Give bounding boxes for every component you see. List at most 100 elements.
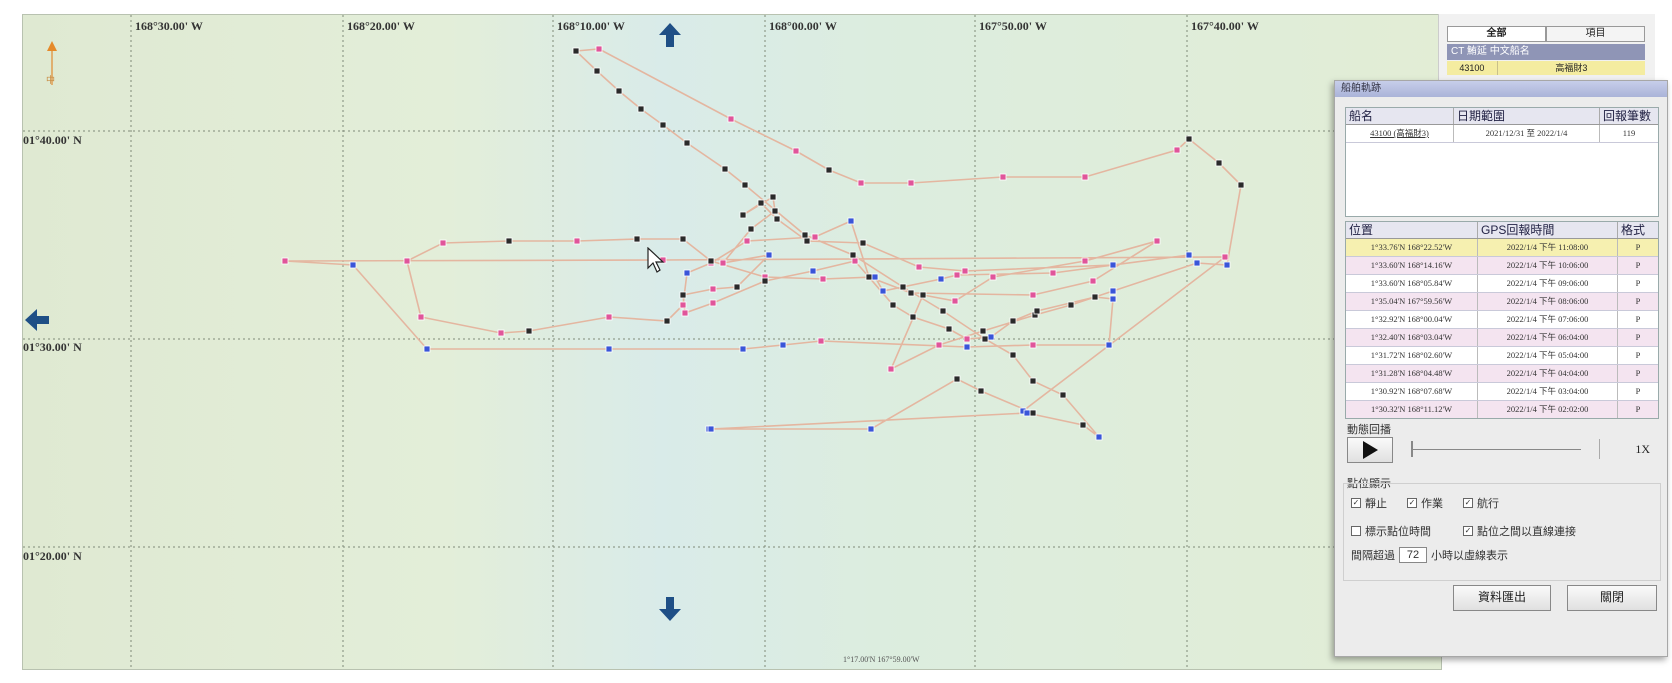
stop-point[interactable]: [679, 235, 687, 243]
work-point[interactable]: [1153, 237, 1161, 245]
work-point[interactable]: [963, 335, 971, 343]
sail-point[interactable]: [423, 345, 431, 353]
col-report-count[interactable]: 回報筆數: [1603, 109, 1652, 123]
sail-point[interactable]: [779, 341, 787, 349]
stop-point[interactable]: [637, 105, 645, 113]
sail-point[interactable]: [1193, 259, 1201, 267]
sail-point[interactable]: [765, 251, 773, 259]
stop-point[interactable]: [979, 327, 987, 335]
sail-point[interactable]: [1109, 287, 1117, 295]
stop-checkbox[interactable]: ✓ 靜止: [1351, 495, 1387, 511]
pan-left-arrow-icon[interactable]: [25, 309, 49, 331]
sail-point[interactable]: [707, 425, 715, 433]
stop-point[interactable]: [707, 257, 715, 265]
table-row[interactable]: 1°31.72'N 168°02.60'W 2022/1/4 下午 05:04:0…: [1346, 347, 1658, 365]
stop-point[interactable]: [721, 165, 729, 173]
work-point[interactable]: [817, 337, 825, 345]
work-point[interactable]: [1089, 277, 1097, 285]
work-point[interactable]: [679, 301, 687, 309]
stop-point[interactable]: [733, 283, 741, 291]
table-row[interactable]: 1°35.04'N 167°59.56'W 2022/1/4 下午 08:06:0…: [1346, 293, 1658, 311]
sail-point[interactable]: [847, 217, 855, 225]
sail-point[interactable]: [1185, 251, 1193, 259]
pan-down-arrow-icon[interactable]: [659, 597, 681, 621]
sail-point[interactable]: [1109, 295, 1117, 303]
table-row[interactable]: 1°30.92'N 168°07.68'W 2022/1/4 下午 03:04:0…: [1346, 383, 1658, 401]
stop-point[interactable]: [1215, 159, 1223, 167]
close-button[interactable]: 關閉: [1567, 585, 1657, 611]
work-point[interactable]: [681, 309, 689, 317]
stop-point[interactable]: [907, 289, 915, 297]
sail-point[interactable]: [879, 287, 887, 295]
tab-items[interactable]: 項目: [1546, 26, 1645, 42]
stop-point[interactable]: [939, 307, 947, 315]
stop-point[interactable]: [525, 327, 533, 335]
stop-point[interactable]: [889, 301, 897, 309]
stop-point[interactable]: [1237, 181, 1245, 189]
sail-point[interactable]: [1023, 409, 1031, 417]
work-point[interactable]: [989, 273, 997, 281]
work-point[interactable]: [857, 179, 865, 187]
work-point[interactable]: [439, 239, 447, 247]
stop-point[interactable]: [1091, 293, 1099, 301]
work-point[interactable]: [935, 341, 943, 349]
stop-point[interactable]: [1029, 409, 1037, 417]
sail-point[interactable]: [1109, 261, 1117, 269]
tab-all[interactable]: 全部: [1447, 26, 1546, 42]
stop-point[interactable]: [825, 166, 833, 174]
work-point[interactable]: [1029, 291, 1037, 299]
work-point[interactable]: [1221, 253, 1229, 261]
col-gps-time[interactable]: GPS回報時間: [1478, 222, 1618, 238]
sail-point[interactable]: [987, 333, 995, 341]
play-button[interactable]: [1347, 437, 1393, 463]
pan-up-arrow-icon[interactable]: [659, 23, 681, 47]
table-row[interactable]: 1°33.60'N 168°14.16'W 2022/1/4 下午 10:06:0…: [1346, 257, 1658, 275]
stop-point[interactable]: [615, 87, 623, 95]
work-point[interactable]: [792, 147, 800, 155]
stop-point[interactable]: [761, 277, 769, 285]
stop-point[interactable]: [505, 237, 513, 245]
stop-point[interactable]: [1009, 317, 1017, 325]
work-point[interactable]: [497, 329, 505, 337]
map-canvas[interactable]: 168°30.00' W 168°20.00' W 168°10.00' W 1…: [22, 14, 1442, 670]
work-point[interactable]: [743, 237, 751, 245]
work-point[interactable]: [595, 45, 603, 53]
stop-point[interactable]: [1067, 301, 1075, 309]
table-row[interactable]: 1°31.28'N 168°04.48'W 2022/1/4 下午 04:04:0…: [1346, 365, 1658, 383]
stop-point[interactable]: [572, 47, 580, 55]
col-vessel-name[interactable]: 船名: [1346, 108, 1454, 124]
stop-point[interactable]: [865, 273, 873, 281]
sail-point[interactable]: [871, 273, 879, 281]
work-point[interactable]: [281, 257, 289, 265]
work-point[interactable]: [915, 263, 923, 271]
stop-point[interactable]: [1009, 351, 1017, 359]
connect-checkbox[interactable]: ✓ 點位之間以直線連接: [1463, 523, 1576, 539]
sail-point[interactable]: [937, 275, 945, 283]
stop-point[interactable]: [659, 121, 667, 129]
work-point[interactable]: [887, 365, 895, 373]
vessel-name-cell[interactable]: 43100 (高福財3): [1346, 125, 1454, 142]
position-grid[interactable]: 位置 GPS回報時間 格式 1°33.76'N 168°22.52'W 2022/…: [1345, 221, 1659, 419]
col-date-range[interactable]: 日期範圍: [1454, 108, 1600, 124]
work-point[interactable]: [851, 257, 859, 265]
stop-point[interactable]: [899, 283, 907, 291]
work-point[interactable]: [819, 275, 827, 283]
stop-point[interactable]: [981, 335, 989, 343]
sail-point[interactable]: [963, 343, 971, 351]
table-row[interactable]: 1°32.92'N 168°00.04'W 2022/1/4 下午 07:06:0…: [1346, 311, 1658, 329]
col-position[interactable]: 位置: [1346, 222, 1478, 238]
stop-point[interactable]: [919, 291, 927, 299]
stop-point[interactable]: [741, 181, 749, 189]
export-button[interactable]: 資料匯出: [1453, 585, 1551, 611]
table-row[interactable]: 43100 (高福財3) 2021/12/31 至 2022/1/4 119: [1346, 125, 1658, 143]
table-row[interactable]: 1°30.32'N 168°11.12'W 2022/1/4 下午 02:02:0…: [1346, 401, 1658, 418]
work-point[interactable]: [951, 297, 959, 305]
stop-point[interactable]: [679, 291, 687, 299]
stop-point[interactable]: [1079, 421, 1087, 429]
table-row[interactable]: 1°33.60'N 168°05.84'W 2022/1/4 下午 09:06:0…: [1346, 275, 1658, 293]
work-point[interactable]: [573, 237, 581, 245]
stop-point[interactable]: [1033, 307, 1041, 315]
work-checkbox[interactable]: ✓ 作業: [1407, 495, 1443, 511]
sail-point[interactable]: [739, 345, 747, 353]
col-format[interactable]: 格式: [1621, 223, 1646, 237]
